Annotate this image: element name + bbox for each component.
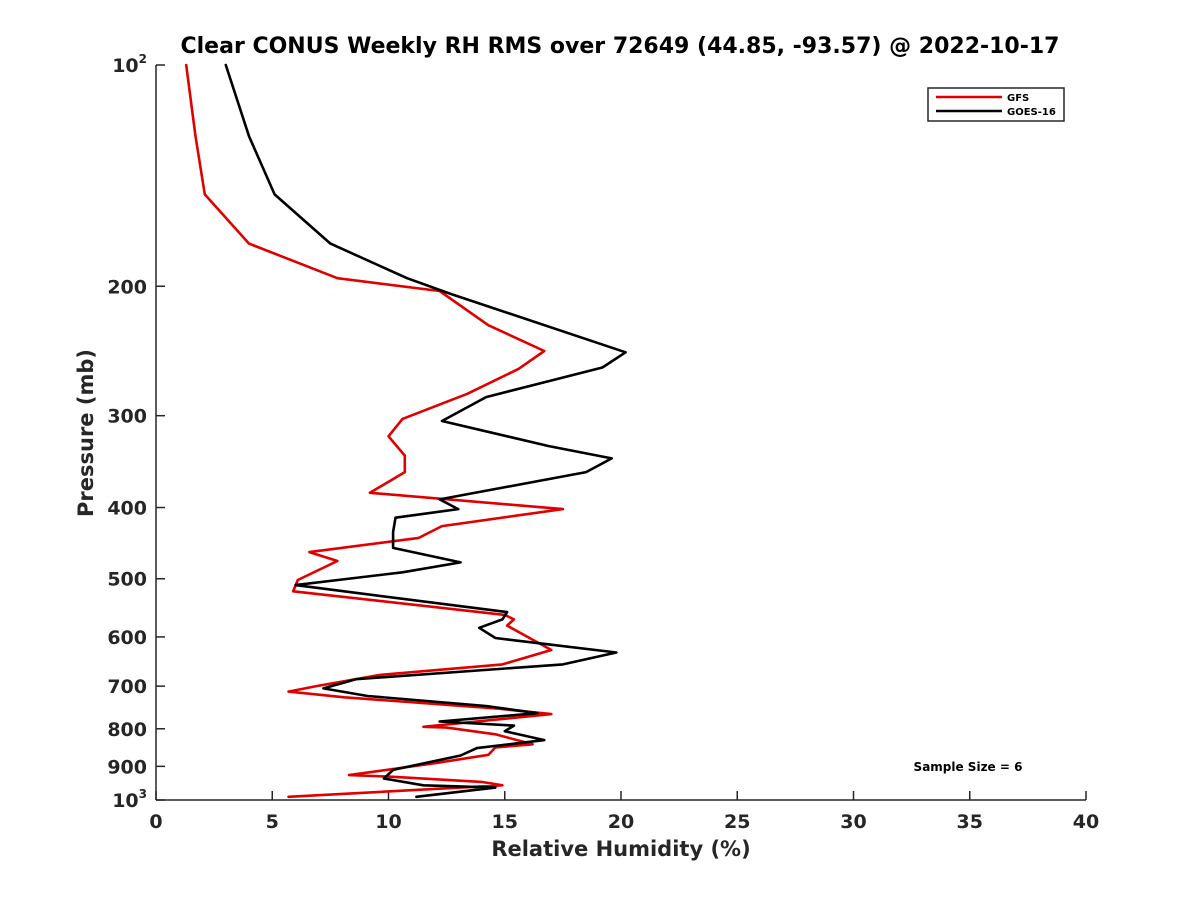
x-tick-label: 25 xyxy=(724,811,750,833)
x-tick-label: 10 xyxy=(375,811,401,833)
x-tick-label: 35 xyxy=(957,811,983,833)
x-tick-label: 30 xyxy=(840,811,866,833)
series-lines xyxy=(184,63,627,799)
y-tick-label: 900 xyxy=(107,756,147,778)
chart-title: Clear CONUS Weekly RH RMS over 72649 (44… xyxy=(181,34,1060,59)
plot-area: 0 5 10 15 20 25 30 35 40 102 200 300 400 500 600 700 80… xyxy=(107,52,1099,833)
y-tick-label: 400 xyxy=(107,498,147,520)
legend-label-gfs: GFS xyxy=(1007,93,1029,104)
legend-box xyxy=(927,87,1065,122)
x-tick-label: 0 xyxy=(149,811,162,833)
legend-label-goes16: GOES-16 xyxy=(1007,107,1056,118)
y-axis-label: Pressure (mb) xyxy=(74,349,98,517)
y-tick-label: 600 xyxy=(107,627,147,649)
y-axis-ticks: 102 200 300 400 500 600 700 800 900 103 xyxy=(107,52,165,812)
series-line-goes16 xyxy=(224,63,627,799)
x-tick-label: 15 xyxy=(492,811,518,833)
x-tick-label: 40 xyxy=(1073,811,1099,833)
sample-size-annotation: Sample Size = 6 xyxy=(914,760,1023,774)
y-tick-label: 103 xyxy=(112,787,147,812)
y-tick-label: 500 xyxy=(107,569,147,591)
y-tick-label: 800 xyxy=(107,719,147,741)
y-tick-label: 300 xyxy=(107,406,147,428)
y-tick-label: 200 xyxy=(107,276,147,298)
x-tick-label: 20 xyxy=(608,811,634,833)
x-axis-ticks: 0 5 10 15 20 25 30 35 40 xyxy=(149,791,1099,833)
y-tick-label: 700 xyxy=(107,676,147,698)
y-tick-label: 102 xyxy=(112,52,147,77)
x-axis-label: Relative Humidity (%) xyxy=(491,837,750,861)
legend: GFS GOES-16 xyxy=(927,87,1065,122)
x-tick-label: 5 xyxy=(266,811,279,833)
